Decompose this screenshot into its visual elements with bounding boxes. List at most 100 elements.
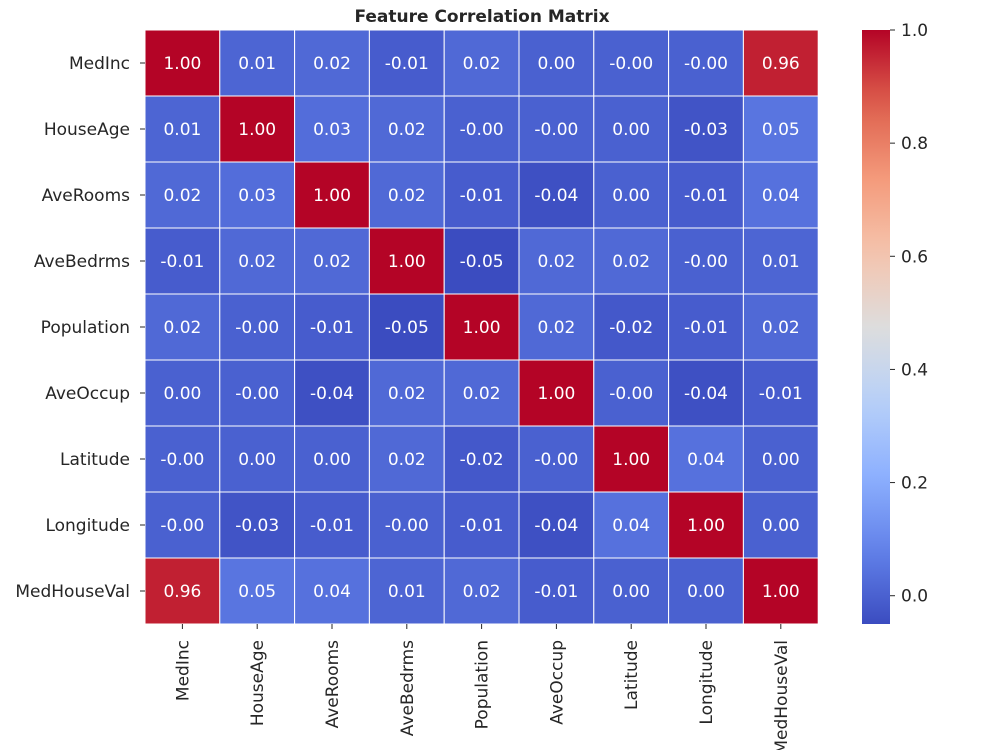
colorbar-tick-label: 1.0: [901, 21, 928, 41]
colorbar-tick-label: 0.6: [901, 247, 928, 267]
heatmap-cell-value: -0.01: [759, 384, 803, 404]
heatmap-cell-value: 1.00: [612, 450, 650, 470]
heatmap-cell-value: 0.02: [388, 384, 426, 404]
heatmap-cell: [593, 425, 670, 493]
heatmap-cell-value: -0.00: [684, 54, 728, 74]
heatmap-cell: [144, 293, 221, 361]
heatmap-cell-value: -0.03: [684, 120, 728, 140]
heatmap-cell-value: 0.00: [762, 450, 800, 470]
heatmap-cell-value: 1.00: [163, 54, 201, 74]
chart-title: Feature Correlation Matrix: [354, 7, 609, 27]
row-labels: MedInc HouseAge AveRooms AveBedrms Populatio…: [15, 54, 145, 602]
heatmap-cell-value: -0.00: [609, 384, 653, 404]
column-label: AveRooms: [323, 640, 343, 729]
heatmap-cell-value: -0.00: [160, 450, 204, 470]
heatmap-cell-value: -0.01: [385, 54, 429, 74]
heatmap-cell: [368, 227, 445, 295]
heatmap-cell-value: 0.02: [313, 54, 351, 74]
colorbar-tick-label: 0.8: [901, 134, 928, 154]
heatmap-cell-value: -0.02: [609, 318, 653, 338]
heatmap-cell-value: -0.00: [609, 54, 653, 74]
heatmap-cell-value: 0.02: [762, 318, 800, 338]
row-label: Population: [41, 318, 130, 338]
heatmap-cell: [219, 359, 296, 427]
heatmap-cell: [144, 557, 221, 625]
heatmap-cell: [294, 161, 370, 229]
heatmap-cell-value: -0.01: [460, 186, 504, 206]
heatmap-cell-value: 0.00: [762, 516, 800, 536]
heatmap-cell-value: 0.04: [687, 450, 725, 470]
heatmap-cell: [518, 557, 595, 625]
heatmap-cell-value: -0.04: [534, 516, 578, 536]
heatmap-cell-value: -0.01: [310, 516, 354, 536]
heatmap-cell-value: 0.04: [612, 516, 650, 536]
heatmap-cell: [443, 95, 520, 163]
heatmap-cell-value: 0.02: [537, 252, 575, 272]
heatmap-cell-value: -0.01: [684, 318, 728, 338]
heatmap-cell: [144, 161, 221, 229]
row-label: MedHouseVal: [15, 582, 130, 602]
heatmap-cell: [144, 29, 221, 97]
colorbar: 0.0 0.2 0.4 0.6 0.8 1.0: [862, 21, 928, 624]
heatmap-cell-value: 0.01: [388, 582, 426, 602]
heatmap-cell: [443, 557, 520, 625]
heatmap-cell-value: -0.01: [460, 516, 504, 536]
heatmap-cell: [144, 491, 221, 559]
heatmap-cell: [593, 491, 670, 559]
heatmap-cell-value: -0.00: [684, 252, 728, 272]
heatmap-cell: [219, 557, 296, 625]
heatmap-cell: [368, 557, 445, 625]
column-label: HouseAge: [248, 640, 268, 726]
heatmap-cell: [368, 161, 445, 229]
heatmap-cell: [294, 359, 370, 427]
heatmap-cell: [294, 491, 370, 559]
heatmap-cell-value: 0.03: [238, 186, 276, 206]
row-label: Longitude: [45, 516, 130, 536]
heatmap-cell: [294, 29, 370, 97]
heatmap-cell-labels: 1.00 0.01 0.02 -0.01 0.02 0.00 -0.00 -0.00 0.96 0…: [160, 54, 802, 602]
heatmap-cell-value: 0.00: [687, 582, 725, 602]
heatmap-cell-value: 0.01: [238, 54, 276, 74]
heatmap-cell-value: 1.00: [388, 252, 426, 272]
heatmap-cell-value: 1.00: [313, 186, 351, 206]
heatmap-cell-value: 1.00: [762, 582, 800, 602]
heatmap-cell-value: 0.02: [612, 252, 650, 272]
column-label: Population: [473, 640, 493, 729]
heatmap-cell-value: 1.00: [238, 120, 276, 140]
heatmap-cell: [742, 557, 819, 625]
heatmap-cell-value: -0.00: [385, 516, 429, 536]
heatmap-cell-value: -0.04: [310, 384, 354, 404]
column-label: MedHouseVal: [772, 640, 792, 750]
heatmap-cell: [294, 293, 370, 361]
column-label: AveBedrms: [398, 640, 418, 736]
heatmap-cell-value: -0.03: [235, 516, 279, 536]
heatmap-cell: [219, 293, 296, 361]
heatmap-cell: [144, 95, 221, 163]
heatmap-cell-value: 0.01: [762, 252, 800, 272]
heatmap-cell-value: 0.02: [163, 318, 201, 338]
heatmap-cell: [368, 293, 445, 361]
heatmap-cell-value: -0.01: [684, 186, 728, 206]
heatmap-cell: [443, 161, 520, 229]
heatmap-cell: [219, 29, 296, 97]
heatmap-cell-value: -0.05: [460, 252, 504, 272]
colorbar-tick-label: 0.0: [901, 587, 928, 607]
column-label: Latitude: [622, 640, 642, 710]
row-label: HouseAge: [44, 120, 130, 140]
heatmap-cell-value: 0.02: [163, 186, 201, 206]
heatmap-cell: [668, 29, 744, 97]
heatmap-cell: [443, 359, 520, 427]
heatmap-cell: [518, 491, 595, 559]
colorbar-tick-label: 0.2: [901, 474, 928, 494]
heatmap-cell-value: 0.96: [762, 54, 800, 74]
heatmap-cell: [668, 95, 744, 163]
heatmap-cell: [593, 95, 670, 163]
heatmap-cell: [518, 359, 595, 427]
heatmap-cell: [742, 293, 819, 361]
column-label: Longitude: [697, 640, 717, 725]
heatmap-cell: [443, 425, 520, 493]
heatmap-cell: [742, 359, 819, 427]
heatmap-cell-value: 0.01: [163, 120, 201, 140]
heatmap-cell-value: 0.00: [313, 450, 351, 470]
